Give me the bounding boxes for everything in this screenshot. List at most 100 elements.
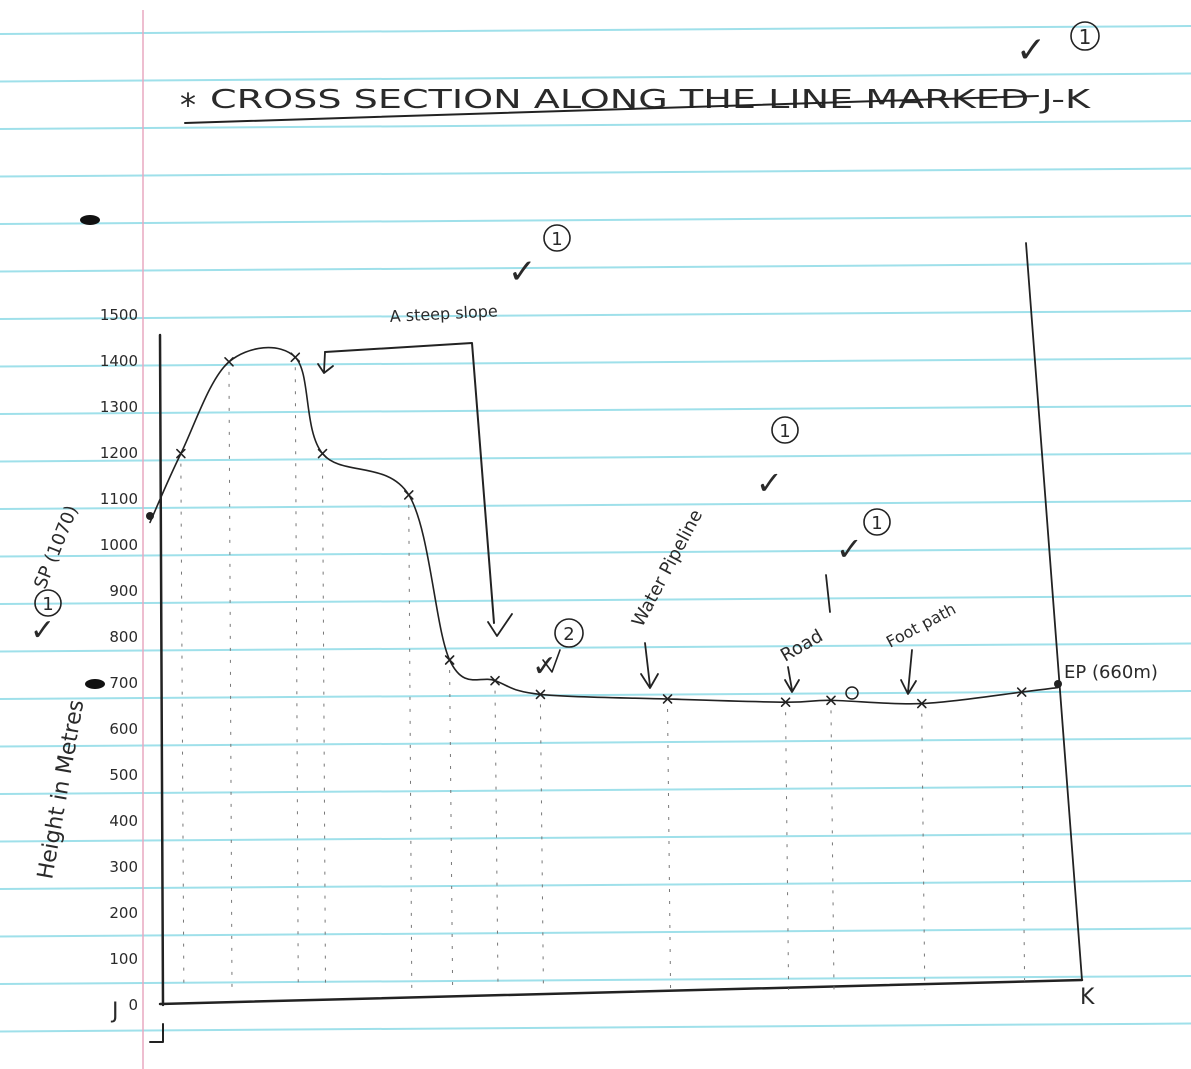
svg-text:2: 2 [563, 624, 574, 645]
y-tick-labels: 1500140013001200110010009008007006005004… [100, 306, 138, 1014]
svg-text:✓: ✓ [532, 649, 557, 684]
profile-point [317, 448, 328, 459]
mark-ylabel: ✓ 1 [30, 589, 62, 648]
ruled-line [0, 357, 1191, 368]
profile-point [1016, 687, 1027, 697]
ruled-line [0, 310, 1191, 320]
mark-road: ✓ 1 [836, 508, 891, 568]
start-point-label: SP (1070) [30, 503, 82, 592]
pipeline-arrow [640, 642, 659, 689]
svg-text:✓: ✓ [756, 464, 783, 502]
ruled-line [0, 215, 1191, 225]
y-tick-label: 100 [109, 950, 138, 968]
pipeline-label: Water Pipeline [628, 506, 707, 630]
slope-arrow-small [542, 649, 561, 673]
y-axis [158, 333, 165, 1007]
ruled-lines [0, 25, 1191, 1033]
mark-pipeline: ✓ 1 [756, 416, 799, 502]
y-tick-label: 1100 [100, 490, 138, 508]
profile-point [444, 655, 455, 665]
drop-line [539, 704, 544, 991]
profile-points [176, 352, 1027, 709]
y-tick-label: 0 [128, 996, 138, 1014]
svg-text:✓: ✓ [836, 530, 863, 568]
profile-curve [149, 346, 1059, 705]
drop-line [667, 708, 672, 991]
end-point-label: EP (660m) [1064, 662, 1158, 683]
svg-text:1: 1 [42, 594, 53, 615]
road-circle-mark [845, 686, 859, 700]
dotted-drop-lines [180, 367, 1026, 991]
road-arrow [784, 666, 800, 693]
punch-hole [80, 215, 100, 225]
profile-point [176, 448, 186, 459]
profile-point [917, 698, 927, 709]
steep-slope-label: A steep slope [389, 301, 498, 326]
y-tick-label: 500 [109, 766, 138, 784]
drop-line [294, 367, 299, 991]
ruled-line [0, 547, 1191, 558]
ruled-line [0, 500, 1191, 510]
axis-corner-mark [149, 1023, 164, 1043]
profile-point [224, 357, 234, 367]
y-tick-label: 1200 [100, 444, 138, 462]
drop-line [322, 463, 327, 991]
ruled-line [0, 1022, 1191, 1033]
y-tick-label: 900 [109, 582, 138, 600]
drop-line [494, 690, 499, 991]
ruled-line [0, 927, 1191, 938]
steep-slope-bracket [324, 342, 495, 624]
y-tick-label: 600 [109, 720, 138, 738]
ruled-line [0, 690, 1191, 700]
ruled-line [0, 262, 1191, 273]
ruled-line [0, 880, 1191, 890]
ruled-line [0, 737, 1191, 748]
drop-line [408, 504, 413, 991]
ruled-line [0, 120, 1191, 130]
start-letter-j: J [110, 999, 119, 1024]
drop-line [180, 463, 185, 991]
svg-text:1: 1 [1079, 25, 1092, 49]
y-tick-label: 800 [109, 628, 138, 646]
svg-text:1: 1 [551, 229, 562, 250]
ruled-line [0, 405, 1191, 415]
x-axis [158, 978, 1084, 1006]
punch-hole [85, 679, 105, 689]
end-letter-k: K [1080, 985, 1095, 1010]
drop-line [921, 713, 926, 991]
y-tick-label: 400 [109, 812, 138, 830]
y-tick-label: 200 [109, 904, 138, 922]
y-axis-label: Height in Metres [33, 698, 89, 881]
svg-text:1: 1 [871, 513, 882, 534]
drop-line [830, 710, 835, 991]
ruled-line [0, 167, 1191, 178]
svg-text:1: 1 [779, 421, 790, 442]
steep-slope-arrow-bottom [487, 613, 513, 637]
title-underline [184, 95, 1039, 124]
start-point-dot [146, 512, 154, 520]
profile-point [826, 695, 836, 706]
ruled-line [0, 975, 1191, 985]
mark-title: ✓ 1 [1016, 21, 1100, 71]
y-tick-label: 1300 [100, 398, 138, 416]
steep-slope-arrow-top [317, 351, 334, 374]
profile-point [780, 697, 791, 707]
y-tick-label: 1000 [100, 536, 138, 554]
y-tick-label: 1500 [100, 306, 138, 324]
page-title: CROSS SECTION ALONG THE LINE MARKED J-K [210, 85, 1091, 115]
footpath-arrow [900, 649, 917, 695]
road-label: Road [777, 626, 827, 667]
road-stroke [825, 574, 831, 613]
footpath-label: Foot path [883, 599, 959, 651]
right-border-line [1025, 242, 1083, 981]
ruled-line [0, 785, 1191, 795]
profile-point [662, 694, 673, 704]
ruled-line [0, 642, 1191, 653]
ruled-line [0, 832, 1191, 843]
profile-point [535, 689, 546, 700]
y-tick-label: 700 [109, 674, 138, 692]
y-tick-label: 300 [109, 858, 138, 876]
profile-point [403, 490, 414, 500]
profile-point [290, 352, 301, 363]
